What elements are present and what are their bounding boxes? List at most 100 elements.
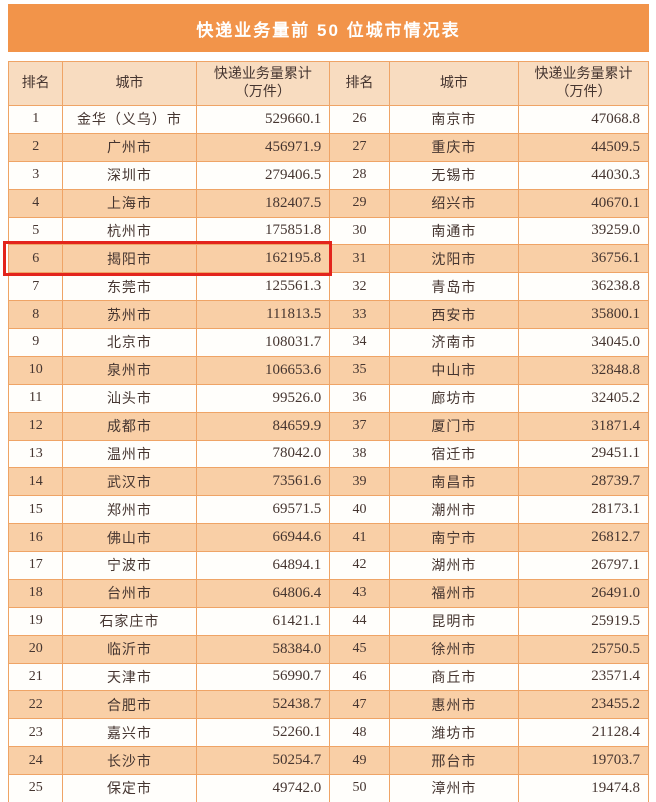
table-row: 4 上海市 182407.5 29 绍兴市 40670.1 bbox=[7, 188, 649, 218]
rank-cell: 11 bbox=[7, 383, 64, 413]
table-title-bar: 快递业务量前 50 位城市情况表 bbox=[8, 4, 649, 52]
value-cell: 28739.7 bbox=[518, 467, 649, 497]
rank-cell: 6 bbox=[7, 244, 64, 274]
city-cell: 石家庄市 bbox=[62, 606, 197, 636]
rank-cell: 16 bbox=[7, 523, 64, 552]
city-cell: 邢台市 bbox=[388, 746, 520, 775]
city-cell: 福州市 bbox=[388, 578, 520, 608]
table-row: 17 宁波市 64894.1 42 湖州市 26797.1 bbox=[7, 551, 649, 580]
rank-cell: 47 bbox=[329, 690, 390, 720]
rank-cell: 20 bbox=[7, 634, 64, 664]
city-cell: 临沂市 bbox=[62, 634, 197, 664]
table-row: 9 北京市 108031.7 34 济南市 34045.0 bbox=[7, 328, 649, 357]
rank-cell: 44 bbox=[329, 606, 390, 636]
city-cell: 杭州市 bbox=[62, 216, 197, 246]
city-cell: 金华（义乌）市 bbox=[62, 105, 197, 134]
table-row: 5 杭州市 175851.8 30 南通市 39259.0 bbox=[7, 216, 649, 246]
rank-cell: 18 bbox=[7, 578, 64, 608]
rank-cell: 32 bbox=[329, 272, 390, 302]
rank-cell: 36 bbox=[329, 383, 390, 413]
city-cell: 商丘市 bbox=[388, 662, 520, 692]
rank-cell: 34 bbox=[329, 328, 390, 357]
table-row: 20 临沂市 58384.0 45 徐州市 25750.5 bbox=[7, 634, 649, 664]
rank-cell: 26 bbox=[329, 105, 390, 134]
city-cell: 汕头市 bbox=[62, 383, 197, 413]
table-row: 23 嘉兴市 52260.1 48 潍坊市 21128.4 bbox=[7, 718, 649, 748]
city-cell: 保定市 bbox=[62, 774, 197, 802]
rank-cell: 13 bbox=[7, 439, 64, 469]
city-cell: 泉州市 bbox=[62, 355, 197, 385]
city-cell: 成都市 bbox=[62, 411, 197, 441]
rank-cell: 17 bbox=[7, 551, 64, 580]
header-city-right: 城市 bbox=[388, 61, 520, 106]
value-cell: 162195.8 bbox=[195, 244, 331, 274]
value-cell: 61421.1 bbox=[195, 606, 331, 636]
city-cell: 嘉兴市 bbox=[62, 718, 197, 748]
rank-cell: 19 bbox=[7, 606, 64, 636]
value-cell: 36238.8 bbox=[518, 272, 649, 302]
value-cell: 99526.0 bbox=[195, 383, 331, 413]
rank-cell: 5 bbox=[7, 216, 64, 246]
table-row: 13 温州市 78042.0 38 宿迁市 29451.1 bbox=[7, 439, 649, 469]
value-cell: 44030.3 bbox=[518, 160, 649, 190]
rank-cell: 14 bbox=[7, 467, 64, 497]
rank-cell: 27 bbox=[329, 132, 390, 162]
value-cell: 52260.1 bbox=[195, 718, 331, 748]
rank-cell: 45 bbox=[329, 634, 390, 664]
value-cell: 73561.6 bbox=[195, 467, 331, 497]
city-cell: 青岛市 bbox=[388, 272, 520, 302]
city-cell: 郑州市 bbox=[62, 495, 197, 525]
rank-cell: 37 bbox=[329, 411, 390, 441]
value-cell: 19703.7 bbox=[518, 746, 649, 775]
header-rank-right: 排名 bbox=[329, 61, 390, 106]
rank-cell: 15 bbox=[7, 495, 64, 525]
value-cell: 175851.8 bbox=[195, 216, 331, 246]
rank-cell: 4 bbox=[7, 188, 64, 218]
rank-cell: 1 bbox=[7, 105, 64, 134]
value-cell: 28173.1 bbox=[518, 495, 649, 525]
table-row: 21 天津市 56990.7 46 商丘市 23571.4 bbox=[7, 662, 649, 692]
table-header: 排名 城市 快递业务量累计 （万件） 排名 城市 快递业务量累计 （万件） bbox=[7, 61, 649, 106]
city-cell: 沈阳市 bbox=[388, 244, 520, 274]
city-cell: 武汉市 bbox=[62, 467, 197, 497]
city-cell: 南昌市 bbox=[388, 467, 520, 497]
value-cell: 23455.2 bbox=[518, 690, 649, 720]
table-row: 12 成都市 84659.9 37 厦门市 31871.4 bbox=[7, 411, 649, 441]
city-cell: 南宁市 bbox=[388, 523, 520, 552]
value-cell: 84659.9 bbox=[195, 411, 331, 441]
rank-cell: 9 bbox=[7, 328, 64, 357]
value-cell: 19474.8 bbox=[518, 774, 649, 802]
rank-cell: 41 bbox=[329, 523, 390, 552]
table-row: 24 长沙市 50254.7 49 邢台市 19703.7 bbox=[7, 746, 649, 775]
city-cell: 合肥市 bbox=[62, 690, 197, 720]
rank-cell: 10 bbox=[7, 355, 64, 385]
header-volume-line1: 快递业务量累计 bbox=[534, 67, 633, 82]
value-cell: 56990.7 bbox=[195, 662, 331, 692]
value-cell: 78042.0 bbox=[195, 439, 331, 469]
city-cell: 佛山市 bbox=[62, 523, 197, 552]
rank-cell: 40 bbox=[329, 495, 390, 525]
rank-cell: 46 bbox=[329, 662, 390, 692]
city-cell: 广州市 bbox=[62, 132, 197, 162]
value-cell: 39259.0 bbox=[518, 216, 649, 246]
value-cell: 40670.1 bbox=[518, 188, 649, 218]
table-row: 1 金华（义乌）市 529660.1 26 南京市 47068.8 bbox=[7, 105, 649, 134]
rank-cell: 22 bbox=[7, 690, 64, 720]
table-row: 6 揭阳市 162195.8 31 沈阳市 36756.1 bbox=[7, 244, 649, 274]
table-row: 16 佛山市 66944.6 41 南宁市 26812.7 bbox=[7, 523, 649, 552]
value-cell: 66944.6 bbox=[195, 523, 331, 552]
value-cell: 182407.5 bbox=[195, 188, 331, 218]
rank-cell: 21 bbox=[7, 662, 64, 692]
value-cell: 25919.5 bbox=[518, 606, 649, 636]
city-cell: 南通市 bbox=[388, 216, 520, 246]
value-cell: 21128.4 bbox=[518, 718, 649, 748]
city-cell: 无锡市 bbox=[388, 160, 520, 190]
city-cell: 南京市 bbox=[388, 105, 520, 134]
value-cell: 36756.1 bbox=[518, 244, 649, 274]
rank-cell: 42 bbox=[329, 551, 390, 580]
value-cell: 44509.5 bbox=[518, 132, 649, 162]
page-title: 快递业务量前 50 位城市情况表 bbox=[196, 20, 461, 40]
header-volume-left: 快递业务量累计 （万件） bbox=[195, 61, 331, 106]
